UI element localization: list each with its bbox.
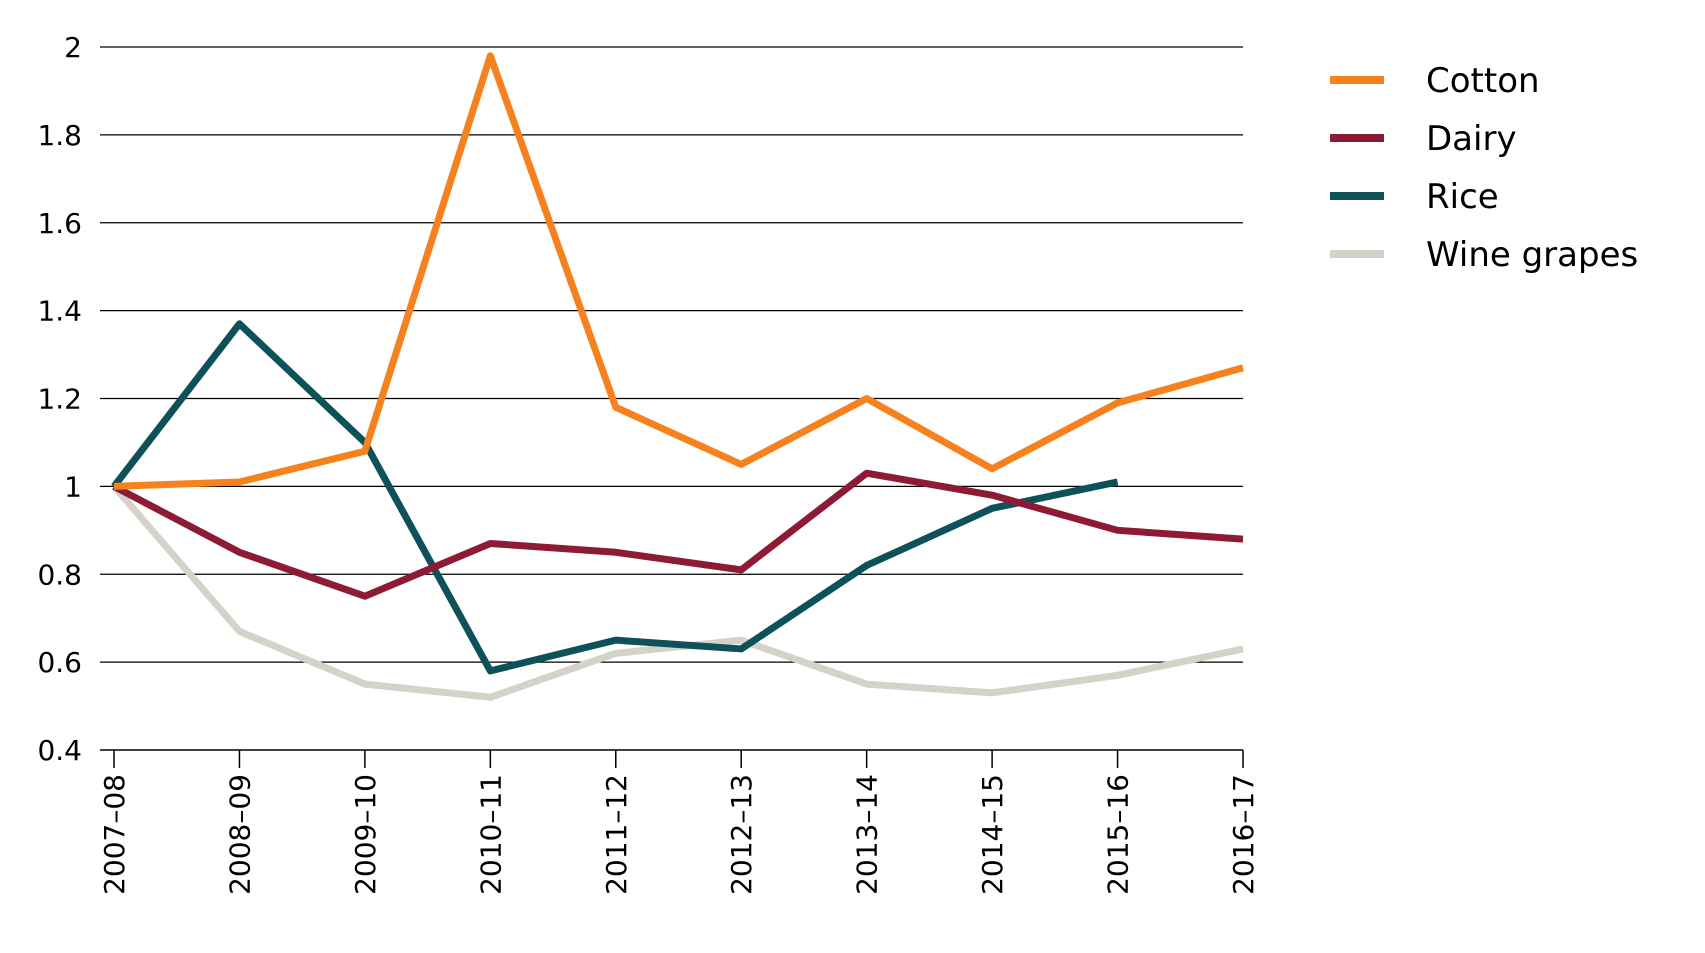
gridlines (100, 46, 1243, 663)
x-tick-label: 2016–17 (1227, 774, 1260, 895)
legend-label: Rice (1426, 177, 1499, 217)
series-line-dairy (112, 469, 1244, 600)
y-tick-label: 1.2 (37, 383, 82, 416)
y-tick-label: 1.4 (37, 295, 82, 328)
x-tick-label: 2015–16 (1102, 774, 1135, 895)
x-tick-label: 2007–08 (98, 774, 131, 895)
x-tick-label: 2011–12 (600, 774, 633, 895)
x-tick-label: 2012–13 (725, 774, 758, 895)
x-tick-label: 2008–09 (223, 774, 256, 895)
y-tick-label: 0.8 (37, 558, 82, 591)
axes: 0.4 0.6 0.8 1 1.2 1.4 1.6 1.8 2 2007–08 2008–09 200… (37, 31, 1260, 895)
series-lines (111, 52, 1244, 701)
y-tick-label: 0.4 (37, 734, 82, 767)
legend: Cotton Dairy Rice Wine grapes (1330, 61, 1638, 275)
x-tick-label: 2014–15 (976, 774, 1009, 895)
y-tick-label: 2 (64, 31, 82, 64)
legend-label: Dairy (1426, 119, 1517, 159)
series-line-cotton (113, 52, 1244, 490)
y-tick-label: 1 (64, 470, 82, 503)
y-tick-label: 1.6 (37, 207, 82, 240)
y-tick-label: 0.6 (37, 646, 82, 679)
x-tick-label: 2009–10 (349, 774, 382, 895)
legend-label: Cotton (1426, 61, 1540, 101)
x-tick-label: 2010–11 (474, 774, 507, 895)
x-tick-label: 2013–14 (851, 774, 884, 895)
series-line-rice (111, 320, 1119, 675)
legend-label: Wine grapes (1426, 235, 1638, 275)
y-tick-label: 1.8 (37, 119, 82, 152)
